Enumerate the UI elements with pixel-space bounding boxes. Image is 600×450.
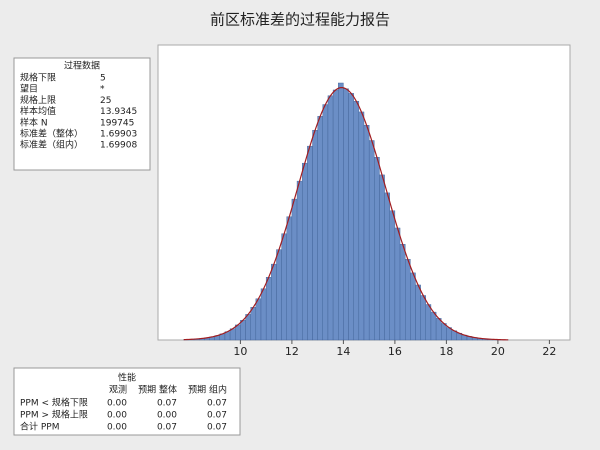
x-tick-label: 18 (439, 345, 453, 358)
bar (389, 210, 396, 341)
process-label: 样本 N (20, 116, 48, 128)
bar (276, 249, 282, 341)
bar (420, 295, 426, 341)
bar (307, 145, 313, 341)
bar (430, 311, 437, 341)
performance-label: PPM < 规格下限 (20, 397, 88, 409)
process-value: 13.9345 (100, 107, 137, 117)
normal-curve (183, 86, 509, 341)
bar (410, 272, 416, 341)
bar (240, 320, 246, 341)
bar (245, 314, 251, 341)
bar (435, 318, 442, 341)
performance-value: 0.07 (207, 399, 227, 409)
bar (255, 298, 262, 341)
bar (312, 129, 318, 341)
performance-value: 0.07 (157, 423, 177, 433)
bar (296, 180, 303, 341)
bar (343, 88, 349, 341)
process-value: 1.69903 (100, 130, 137, 140)
bar (363, 125, 370, 341)
process-value: * (100, 85, 105, 95)
process-panel (13, 57, 151, 171)
bar (281, 233, 287, 341)
performance-header: 预期 整体 (138, 384, 177, 396)
process-label: 样本均值 (20, 105, 56, 117)
bar (399, 244, 406, 341)
performance-header: 预期 组内 (188, 384, 227, 396)
x-tick-label: 14 (336, 345, 350, 358)
bar (332, 89, 339, 341)
performance-value: 0.00 (157, 411, 177, 421)
bar (260, 288, 267, 341)
bar (379, 174, 385, 341)
bar (250, 307, 257, 341)
bar (368, 140, 375, 341)
performance-value: 0.07 (207, 411, 227, 421)
performance-value: 0.07 (207, 423, 227, 433)
x-tick-label: 10 (233, 345, 247, 358)
bar (415, 284, 421, 341)
bar (317, 116, 323, 341)
process-label: 望目 (20, 83, 38, 95)
process-label: 标准差（组内） (20, 139, 83, 151)
bar (441, 323, 447, 341)
performance-value: 0.00 (107, 411, 127, 421)
bar (291, 198, 298, 341)
performance-panel (13, 367, 241, 436)
performance-label: PPM > 规格上限 (20, 409, 88, 421)
bar (384, 192, 390, 341)
report-title: 前区标准差的过程能力报告 (210, 11, 390, 29)
performance-value: 0.00 (107, 423, 127, 433)
process-label: 规格下限 (20, 72, 56, 84)
bar (286, 216, 293, 341)
process-value: 5 (100, 74, 106, 84)
bar (271, 263, 277, 341)
performance-value: 0.00 (107, 399, 127, 409)
process-value: 25 (100, 96, 111, 106)
bar (405, 259, 411, 341)
process-label: 规格上限 (20, 94, 56, 106)
process-label: 标准差（整体） (20, 128, 83, 140)
process-value: 199745 (100, 118, 134, 128)
performance-title: 性能 (118, 372, 136, 384)
performance-label: 合计 PPM (20, 421, 59, 433)
bar (348, 93, 354, 341)
x-tick-label: 12 (285, 345, 299, 358)
bar (374, 157, 380, 341)
x-tick-label: 20 (491, 345, 505, 358)
bar (327, 95, 334, 341)
bar (338, 82, 344, 341)
performance-value: 0.07 (157, 399, 177, 409)
bar (358, 111, 365, 341)
bar (353, 100, 360, 341)
x-tick-label: 16 (388, 345, 402, 358)
bar (394, 227, 401, 341)
process-title: 过程数据 (64, 60, 100, 72)
bar (265, 277, 272, 341)
bar (302, 162, 308, 341)
performance-header: 观测 (109, 385, 127, 396)
x-tick-label: 22 (542, 345, 556, 358)
bar (235, 324, 241, 341)
bar (425, 304, 432, 341)
bar (322, 104, 329, 341)
process-value: 1.69908 (100, 141, 137, 151)
